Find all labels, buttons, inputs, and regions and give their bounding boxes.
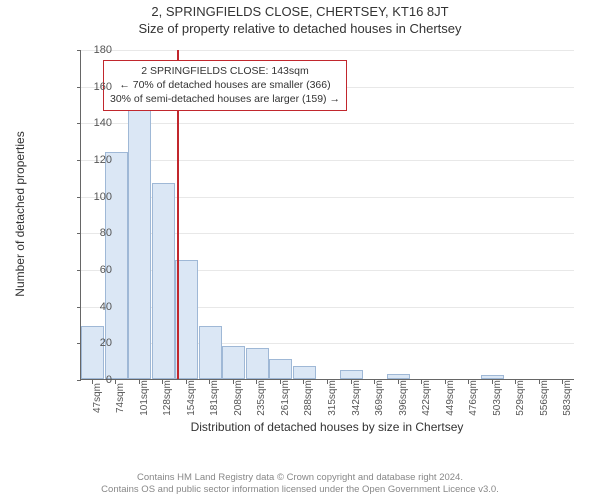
y-tick-label: 140 xyxy=(86,117,112,129)
y-tick-label: 180 xyxy=(86,44,112,56)
y-tick-label: 40 xyxy=(86,301,112,313)
x-tick-label: 342sqm xyxy=(351,380,362,416)
histogram-bar xyxy=(222,346,245,379)
histogram-bar xyxy=(481,375,504,379)
histogram-bar xyxy=(340,370,363,379)
x-tick-label: 128sqm xyxy=(162,380,173,416)
annotation-line: 30% of semi-detached houses are larger (… xyxy=(110,92,340,106)
x-tick-label: 449sqm xyxy=(445,380,456,416)
histogram-bar xyxy=(246,348,269,379)
page-subtitle: Size of property relative to detached ho… xyxy=(0,21,600,36)
plot-area: 2 SPRINGFIELDS CLOSE: 143sqm← 70% of det… xyxy=(80,50,574,380)
x-tick-label: 476sqm xyxy=(468,380,479,416)
x-tick-label: 208sqm xyxy=(233,380,244,416)
histogram-bar xyxy=(81,326,104,379)
footer-line-1: Contains HM Land Registry data © Crown c… xyxy=(0,472,600,484)
y-tick-label: 20 xyxy=(86,337,112,349)
histogram-bar xyxy=(128,88,151,380)
y-tick-label: 120 xyxy=(86,154,112,166)
histogram-bar xyxy=(199,326,222,379)
y-tick-label: 100 xyxy=(86,191,112,203)
footer-line-2: Contains OS and public sector informatio… xyxy=(0,484,600,496)
histogram-bar xyxy=(387,374,410,380)
x-tick-label: 101sqm xyxy=(139,380,150,416)
page-title: 2, SPRINGFIELDS CLOSE, CHERTSEY, KT16 8J… xyxy=(0,4,600,19)
histogram-bar xyxy=(269,359,292,379)
histogram-bar xyxy=(152,183,175,379)
x-tick-label: 235sqm xyxy=(256,380,267,416)
x-tick-label: 47sqm xyxy=(92,383,103,413)
y-tick-label: 80 xyxy=(86,227,112,239)
attribution-footer: Contains HM Land Registry data © Crown c… xyxy=(0,472,600,496)
x-tick-label: 369sqm xyxy=(374,380,385,416)
y-axis-label: Number of detached properties xyxy=(13,131,27,296)
x-tick-label: 556sqm xyxy=(539,380,550,416)
y-tick-label: 60 xyxy=(86,264,112,276)
x-tick-label: 583sqm xyxy=(562,380,573,416)
x-tick-label: 396sqm xyxy=(398,380,409,416)
annotation-line: ← 70% of detached houses are smaller (36… xyxy=(110,78,340,92)
x-tick-label: 288sqm xyxy=(303,380,314,416)
histogram-chart: Number of detached properties 2 SPRINGFI… xyxy=(50,44,580,424)
annotation-line: 2 SPRINGFIELDS CLOSE: 143sqm xyxy=(110,64,340,78)
x-tick-label: 315sqm xyxy=(327,380,338,416)
x-axis-label: Distribution of detached houses by size … xyxy=(80,420,574,434)
x-tick-label: 181sqm xyxy=(209,380,220,416)
x-tick-label: 261sqm xyxy=(280,380,291,416)
x-tick-label: 154sqm xyxy=(186,380,197,416)
x-tick-label: 503sqm xyxy=(492,380,503,416)
x-tick-label: 74sqm xyxy=(115,383,126,413)
y-tick-label: 160 xyxy=(86,81,112,93)
x-tick-label: 422sqm xyxy=(421,380,432,416)
annotation-box: 2 SPRINGFIELDS CLOSE: 143sqm← 70% of det… xyxy=(103,60,347,111)
histogram-bar xyxy=(293,366,316,379)
x-tick-label: 529sqm xyxy=(515,380,526,416)
